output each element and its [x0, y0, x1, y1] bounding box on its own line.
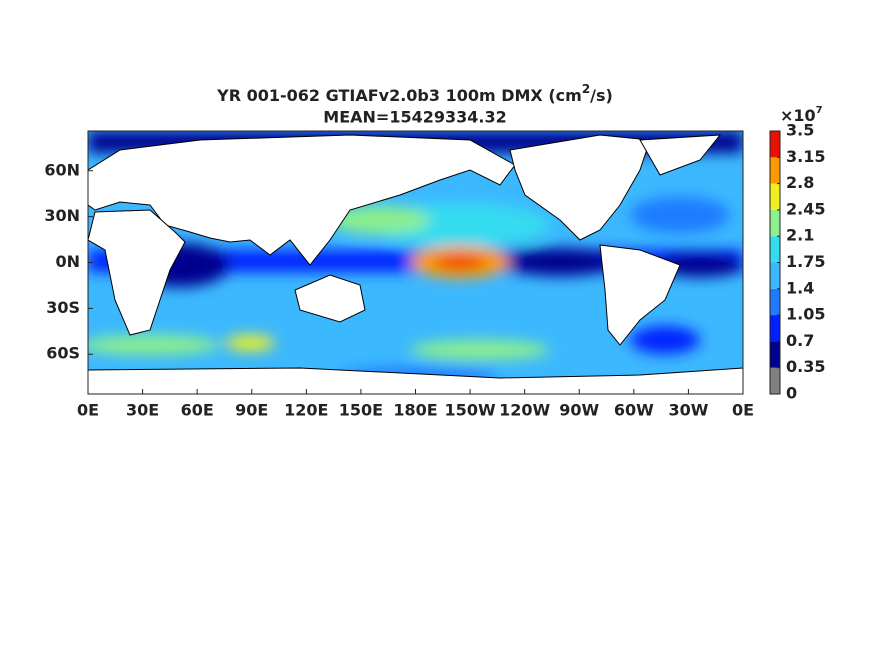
map-field [88, 131, 743, 394]
colorbar-segment [770, 236, 780, 263]
colorbar-segment [770, 209, 780, 237]
x-tick-label: 120W [499, 401, 550, 420]
colorbar-segment [770, 131, 780, 158]
colorbar-multiplier: ×107 [780, 105, 823, 125]
colorbar-tick-label: 1.4 [786, 278, 814, 297]
colorbar-tick-label: 3.5 [786, 121, 814, 140]
title: YR 001-062 GTIAFv2.0b3 100m DMX (cm2/s) [216, 82, 613, 105]
colorbar-tick-label: 1.75 [786, 252, 825, 271]
x-tick-label: 180E [393, 401, 437, 420]
colorbar-tick-label: 2.8 [786, 173, 814, 192]
x-tick-label: 30W [668, 401, 708, 420]
x-tick-label: 30E [126, 401, 159, 420]
x-tick-label: 150E [339, 401, 383, 420]
multiplier-exponent: 7 [816, 105, 823, 116]
x-tick-label: 120E [284, 401, 328, 420]
colorbar-segment [770, 288, 780, 316]
x-tick-label: 150W [445, 401, 496, 420]
colorbar-tick-label: 3.15 [786, 147, 825, 166]
x-tick-label: 0E [732, 401, 754, 420]
colorbar-tick-label: 0 [786, 384, 797, 403]
colorbar-segment [770, 341, 780, 368]
colorbar-tick-label: 0.35 [786, 357, 825, 376]
subtitle: MEAN=15429334.32 [323, 108, 506, 127]
colorbar-tick-label: 2.1 [786, 226, 814, 245]
y-tick-label: 60N [44, 160, 80, 179]
colorbar-segment [770, 315, 780, 342]
colorbar-tick-label: 0.7 [786, 331, 814, 350]
x-tick-label: 90W [559, 401, 599, 420]
x-tick-label: 60W [614, 401, 654, 420]
colorbar-segment [770, 157, 780, 184]
y-tick-label: 60S [46, 344, 80, 363]
y-tick-label: 30S [46, 298, 80, 317]
x-tick-label: 90E [235, 401, 268, 420]
y-tick-label: 0N [55, 252, 80, 271]
colorbar-segment [770, 183, 780, 210]
y-tick-label: 30N [44, 206, 80, 225]
colorbar-tick-label: 2.45 [786, 199, 825, 218]
colorbar-segment [770, 262, 780, 289]
x-tick-label: 60E [181, 401, 214, 420]
colorbar-tick-label: 1.05 [786, 305, 825, 324]
colorbar-segment [770, 367, 780, 394]
x-tick-label: 0E [77, 401, 99, 420]
multiplier-base: ×10 [780, 106, 816, 125]
